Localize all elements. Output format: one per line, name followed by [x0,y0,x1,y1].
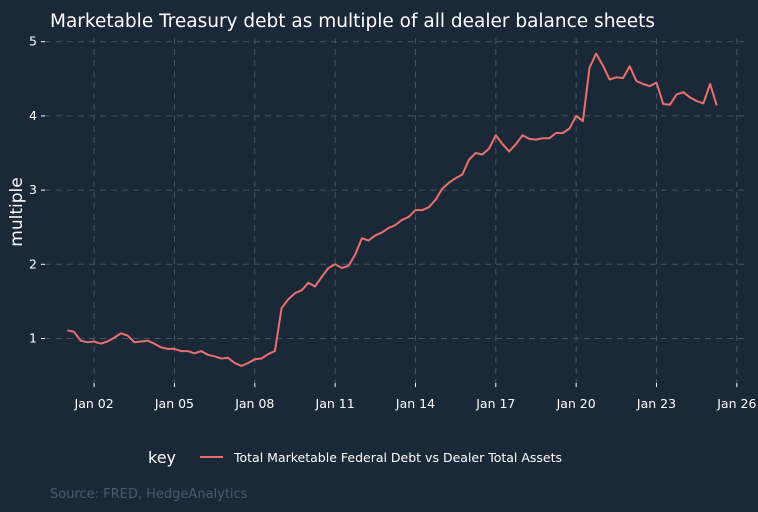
legend-label: Total Marketable Federal Debt vs Dealer … [233,450,562,465]
series-line [67,52,718,367]
y-tick-label: 4 [29,108,37,123]
y-tick-label: 1 [29,330,37,345]
y-axis-label: multiple [7,177,27,246]
x-tick-label: Jan 23 [636,396,676,411]
x-tick-label: Jan 08 [234,396,274,411]
x-tick-label: Jan 17 [475,396,515,411]
x-tick-label: Jan 26 [716,396,756,411]
y-tick-label: 2 [29,256,37,271]
grid-layer [45,38,748,383]
series-layer [67,52,718,367]
legend-title: key [148,448,176,467]
x-tick-label: Jan 14 [395,396,435,411]
legend: key Total Marketable Federal Debt vs Dea… [148,448,562,467]
y-axis: 1 2 3 4 5 [29,34,45,345]
y-tick-label: 5 [29,34,37,49]
chart-caption: Source: FRED, HedgeAnalytics [50,487,248,502]
x-tick-label: Jan 05 [154,396,194,411]
y-tick-label: 3 [29,182,37,197]
chart-title: Marketable Treasury debt as multiple of … [50,11,655,32]
x-axis: Jan 02 Jan 05 Jan 08 Jan 11 Jan 14 Jan 17 Jan … [74,383,756,411]
x-tick-label: Jan 02 [74,396,114,411]
x-tick-label: Jan 20 [556,396,596,411]
x-tick-label: Jan 11 [315,396,355,411]
